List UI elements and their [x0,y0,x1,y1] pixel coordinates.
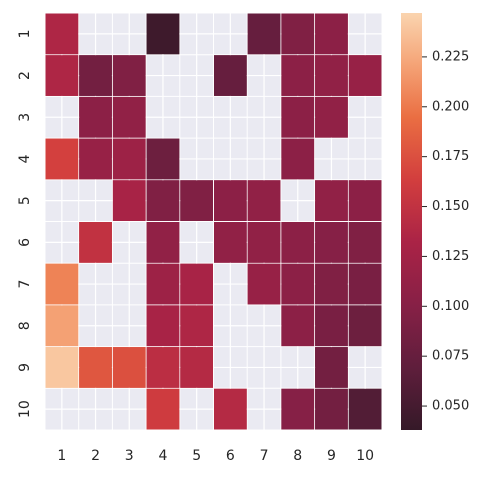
heatmap-cell-fill [45,13,79,55]
x-tick-label: 7 [260,448,269,464]
heatmap-cell-fill [315,347,348,388]
x-tick-label: 8 [293,448,302,464]
x-axis-ticks: 1 2 3 4 5 6 7 8 9 10 [57,448,374,464]
heatmap-cell-fill [180,263,213,305]
heatmap-cell-fill [112,96,146,138]
heatmap-cell-fill [281,13,315,55]
y-tick-label: 1 [17,29,33,38]
y-tick-label: 8 [17,321,33,330]
heatmap-cell-fill [315,305,348,347]
y-tick-label: 6 [17,238,33,247]
heatmap-cell-fill [348,263,382,305]
heatmap-cell-fill [45,263,79,305]
heatmap-cell-fill [348,180,382,221]
heatmap-cell-fill [315,13,348,55]
heatmap-cell-fill [146,388,180,430]
heatmap-cell-fill [281,388,315,430]
y-tick-label: 3 [17,113,33,122]
heatmap-cell-fill [348,222,382,263]
x-tick-label: 10 [356,448,374,464]
heatmap-cell-fill [180,305,213,347]
heatmap-cell-fill [281,305,315,347]
heatmap-cell-fill [45,138,79,180]
heatmap-cell-fill [79,222,112,263]
colorbar-gradient [401,13,422,430]
heatmap-cell-fill [79,55,112,96]
heatmap-cell-fill [348,305,382,347]
heatmap-cell-fill [348,55,382,96]
heatmap-cell-fill [146,138,180,180]
colorbar-tick-label: 0.075 [432,349,469,364]
heatmap-cell-fill [45,347,79,388]
heatmap-cell-fill [281,96,315,138]
x-tick-label: 4 [158,448,167,464]
heatmap-cell-fill [214,180,247,221]
y-tick-label: 2 [17,71,33,80]
heatmap-gridlines [44,12,383,431]
heatmap-cell-fill [281,138,315,180]
heatmap-cell-fill [247,263,281,305]
heatmap-cell-fill [315,96,348,138]
y-tick-label: 7 [17,280,33,289]
heatmap-cell-fill [348,388,382,430]
x-tick-label: 6 [226,448,235,464]
heatmap-cell-fill [112,347,146,388]
heatmap-cell-fill [45,55,79,96]
heatmap-cell-fill [315,388,348,430]
x-tick-label: 1 [57,448,66,464]
heatmap-cell-fill [45,305,79,347]
heatmap-cell-fill [214,222,247,263]
heatmap-cell-fill [146,263,180,305]
heatmap-cell-fill [214,388,247,430]
y-tick-label: 4 [17,154,33,163]
colorbar-tick-label: 0.225 [432,49,469,64]
y-axis-ticks: 1 2 3 4 5 6 7 8 9 10 [17,29,33,418]
heatmap-cell-fill [315,263,348,305]
heatmap-cell-fill [281,263,315,305]
heatmap-cell-fill [247,222,281,263]
heatmap-cell-fill [79,96,112,138]
heatmap-cell-fill [79,138,112,180]
heatmap-cell-fill [247,180,281,221]
y-tick-label: 10 [17,400,33,418]
colorbar-tick-label: 0.175 [432,149,469,164]
heatmap-cell-fill [180,347,213,388]
colorbar-tick-label: 0.200 [432,99,469,114]
heatmap-cell-fill [180,180,213,221]
y-tick-label: 5 [17,196,33,205]
x-tick-label: 3 [125,448,134,464]
heatmap-cell-fill [146,347,180,388]
heatmap-cell-fill [112,138,146,180]
colorbar-tick-label: 0.125 [432,249,469,264]
colorbar-tick-label: 0.150 [432,199,469,214]
heatmap-cell-fill [281,55,315,96]
heatmap-cell-fill [146,180,180,221]
heatmap-cell-fill [315,55,348,96]
heatmap-cell-fill [146,222,180,263]
heatmap-cell-fill [315,180,348,221]
heatmap-cell-fill [146,305,180,347]
heatmap-cell-fill [112,180,146,221]
heatmap-cell-fill [247,13,281,55]
y-tick-label: 9 [17,363,33,372]
colorbar-tick-label: 0.050 [432,399,469,414]
heatmap-cell-fill [315,222,348,263]
x-tick-label: 9 [327,448,336,464]
heatmap-cell-fill [214,55,247,96]
colorbar-tick-label: 0.100 [432,299,469,314]
heatmap-cell-fill [79,347,112,388]
heatmap-cell-fill [112,55,146,96]
heatmap-cell-fill [146,13,180,55]
colorbar: 0.050 0.075 0.100 0.125 0.150 0.175 0.200 0.225 [401,13,469,430]
x-tick-label: 2 [91,448,100,464]
heatmap-cell-fill [281,222,315,263]
x-tick-label: 5 [192,448,201,464]
